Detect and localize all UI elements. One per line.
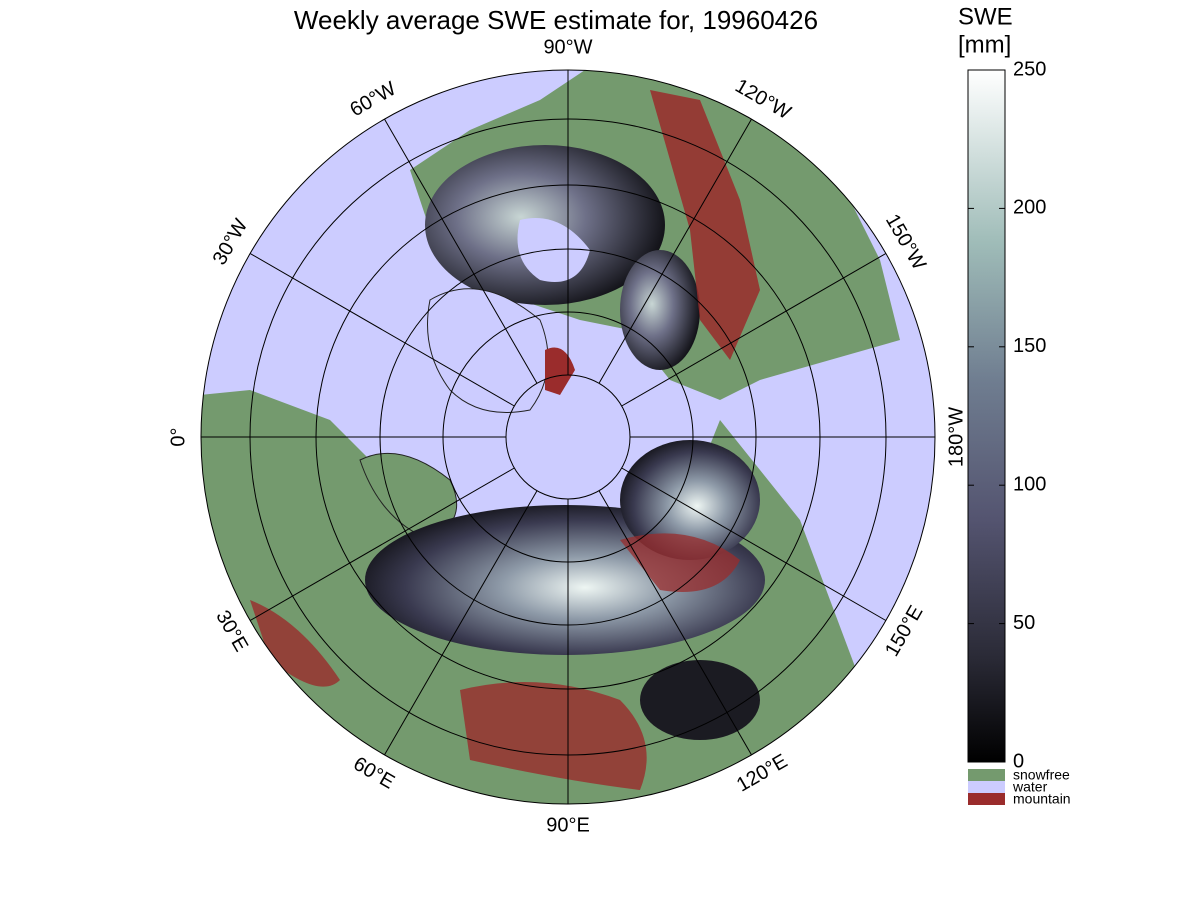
snow-siberia — [620, 440, 760, 560]
legend-swatch — [968, 793, 1005, 805]
meridian-line — [621, 253, 887, 407]
colorbar-tick-label: 0 — [1013, 750, 1024, 772]
colorbar-title: SWE — [958, 3, 1013, 30]
meridian-lines — [201, 70, 935, 804]
meridian-label: 180°W — [945, 407, 967, 467]
meridian-line — [249, 253, 515, 407]
meridian-label: 0° — [167, 427, 189, 446]
map-border — [200, 69, 936, 805]
meridian-line — [621, 467, 887, 621]
meridian-line — [598, 118, 752, 384]
colorbar-tick-label: 250 — [1013, 58, 1046, 80]
legend-label: mountain — [1013, 791, 1071, 807]
meridian-line — [384, 490, 538, 756]
colorbar-tick-label: 200 — [1013, 197, 1046, 219]
snow-alaska — [620, 250, 700, 370]
meridian-label: 90°E — [546, 814, 590, 836]
meridian-labels: 90°W60°W30°W0°30°E60°E90°E120°E150°E180°… — [167, 36, 967, 836]
snow-east-asia — [640, 660, 760, 740]
map — [201, 70, 935, 804]
siberia-mountains — [620, 533, 740, 592]
colorbar — [967, 69, 1006, 763]
legend-label: snowfree — [1013, 767, 1070, 783]
legend-label: water — [1012, 779, 1048, 795]
alps — [250, 600, 340, 687]
legend-swatch — [968, 769, 1005, 781]
legend-swatch — [968, 781, 1005, 793]
meridian-label: 90°W — [543, 36, 592, 58]
central-asia-mountains — [460, 682, 647, 790]
title: Weekly average SWE estimate for, 1996042… — [294, 5, 818, 35]
colorbar-title: [mm] — [958, 31, 1011, 58]
colorbar-tick-label: 150 — [1013, 335, 1046, 357]
meridian-line — [598, 490, 752, 756]
colorbar-tick-label: 50 — [1013, 612, 1035, 634]
colorbar-ticks: 0 50 100 150 200 250 — [968, 58, 1046, 772]
greenland — [427, 288, 549, 413]
meridian-line — [249, 467, 515, 621]
colorbar-tick-label: 100 — [1013, 473, 1046, 495]
meridian-line — [384, 118, 538, 384]
